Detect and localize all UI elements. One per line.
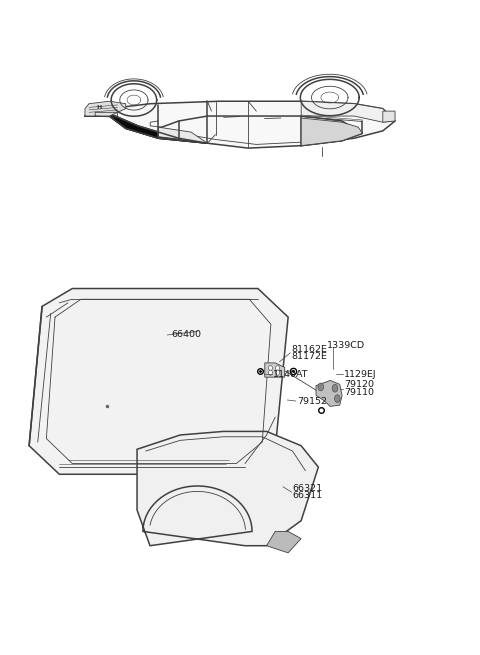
Circle shape [276,365,279,371]
Text: 66311: 66311 [292,491,323,500]
Polygon shape [85,102,126,116]
Text: 1129EJ: 1129EJ [344,370,377,379]
Text: H: H [96,105,102,110]
Text: 1339CD: 1339CD [327,341,365,350]
Polygon shape [316,381,342,406]
Circle shape [276,370,279,375]
Polygon shape [85,111,207,143]
Text: 1140AT: 1140AT [273,370,309,379]
Polygon shape [266,531,301,553]
Polygon shape [158,127,207,143]
Circle shape [269,365,272,371]
Circle shape [332,384,338,392]
Polygon shape [137,432,318,546]
Polygon shape [85,102,395,145]
Polygon shape [301,102,395,122]
Text: 66321: 66321 [292,484,323,493]
Polygon shape [301,118,362,145]
Text: 81162E: 81162E [292,345,327,354]
Polygon shape [29,289,288,474]
Polygon shape [383,111,395,122]
Circle shape [335,395,340,403]
Text: 79152: 79152 [297,396,327,405]
Text: 66400: 66400 [171,331,202,339]
Polygon shape [265,363,285,377]
Text: 79110: 79110 [344,388,374,397]
Text: 79120: 79120 [344,381,374,390]
Polygon shape [158,116,362,148]
Circle shape [269,370,272,375]
Circle shape [318,383,324,391]
Text: 81172E: 81172E [292,352,327,361]
